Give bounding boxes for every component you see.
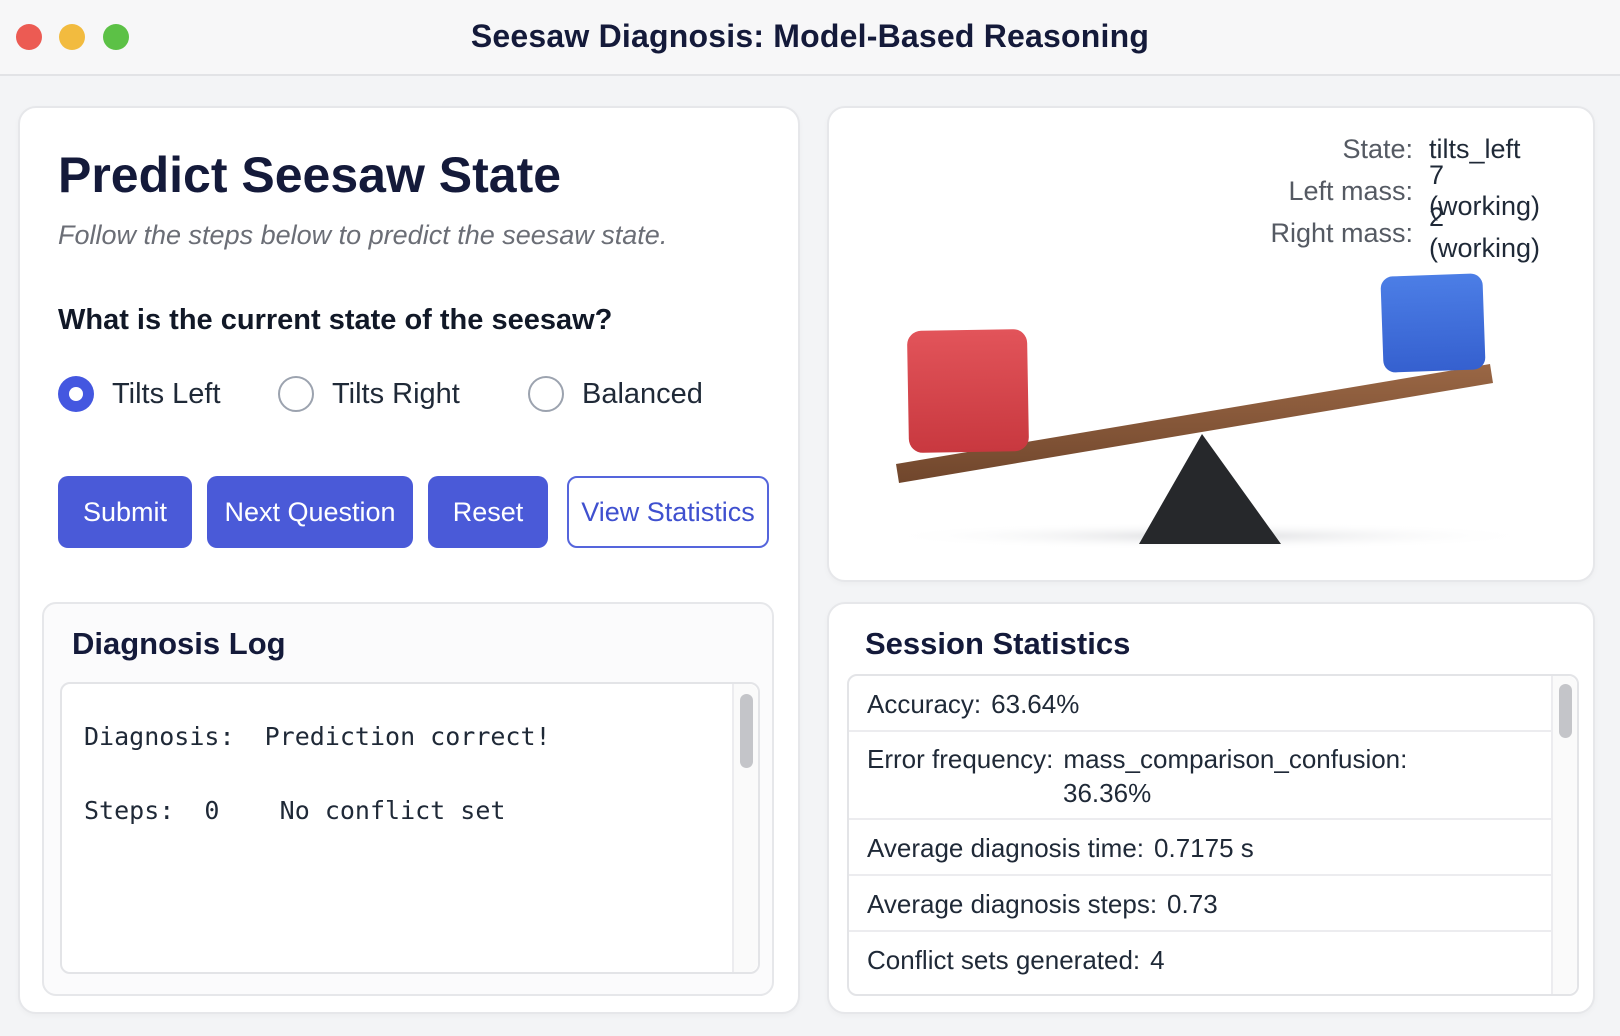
stat-value: 4 [1150, 945, 1165, 975]
radio-tilts-right[interactable]: Tilts Right [278, 376, 460, 412]
radio-tilts-left[interactable]: Tilts Left [58, 376, 221, 412]
stat-label: Average diagnosis steps: [867, 889, 1158, 919]
window-title: Seesaw Diagnosis: Model-Based Reasoning [470, 18, 1150, 54]
stat-label: Average diagnosis time: [867, 833, 1145, 863]
seesaw-illustration [879, 273, 1539, 550]
stat-value-percent: 36.36% [1063, 778, 1152, 808]
question-text: What is the current state of the seesaw? [58, 304, 613, 336]
stat-value: mass_comparison_confusion: [1063, 744, 1408, 774]
stat-label: Error frequency: [867, 744, 1054, 774]
submit-button[interactable]: Submit [58, 476, 192, 548]
session-statistics-card: Session Statistics Accuracy: 63.64% Error… [827, 602, 1595, 1014]
stat-conflict-sets: Conflict sets generated: 4 [849, 932, 1553, 990]
zoom-window-button[interactable] [103, 24, 129, 50]
seesaw-visual-card: State: tilts_left Left mass: 7 (working)… [827, 106, 1595, 582]
radio-label: Tilts Right [332, 377, 460, 410]
log-line-diagnosis: Diagnosis: Prediction correct! [84, 722, 551, 751]
log-scrollbar[interactable] [732, 684, 758, 972]
stats-scrollbar[interactable] [1551, 676, 1577, 994]
page-title: Predict Seesaw State [58, 147, 562, 203]
left-mass-label: Left mass: [1288, 175, 1413, 206]
radio-balanced[interactable]: Balanced [528, 376, 703, 412]
title-bar: Seesaw Diagnosis: Model-Based Reasoning [0, 0, 1620, 76]
right-mass-value: 2 (working) [1429, 202, 1541, 263]
close-window-button[interactable] [16, 24, 42, 50]
stat-value: 0.7175 s [1154, 833, 1254, 863]
radio-circle[interactable] [278, 376, 314, 412]
next-question-button[interactable]: Next Question [207, 476, 413, 548]
minimize-window-button[interactable] [59, 24, 85, 50]
stat-value: 63.64% [991, 689, 1080, 719]
stat-accuracy: Accuracy: 63.64% [849, 676, 1553, 732]
radio-circle-checked[interactable] [58, 376, 94, 412]
state-label: State: [1342, 133, 1413, 164]
stats-scroll-thumb[interactable] [1559, 684, 1572, 738]
left-mass-block [907, 329, 1029, 453]
stat-label: Conflict sets generated: [867, 945, 1141, 975]
page-subtitle: Follow the steps below to predict the se… [58, 220, 668, 250]
right-mass-block [1380, 273, 1486, 373]
statistics-list[interactable]: Accuracy: 63.64% Error frequency: mass_com… [847, 674, 1579, 996]
stat-label: Accuracy: [867, 689, 982, 719]
diagnosis-log-title: Diagnosis Log [72, 626, 286, 661]
state-value: tilts_left [1429, 133, 1521, 164]
fulcrum-icon [1139, 434, 1281, 544]
stat-average-steps: Average diagnosis steps: 0.73 [849, 876, 1553, 932]
radio-label: Balanced [582, 377, 703, 410]
left-mass-value: 7 (working) [1429, 160, 1541, 221]
radio-label: Tilts Left [112, 377, 221, 410]
state-info: State: tilts_left Left mass: 7 (working)… [1270, 128, 1557, 264]
view-statistics-button[interactable]: View Statistics [567, 476, 769, 548]
session-statistics-title: Session Statistics [865, 626, 1131, 661]
stat-error-frequency: Error frequency: mass_comparison_confusio… [849, 732, 1553, 820]
diagnosis-log-panel: Diagnosis Log Diagnosis: Prediction corr… [42, 602, 774, 996]
radio-circle[interactable] [528, 376, 564, 412]
right-mass-label: Right mass: [1270, 217, 1413, 248]
seesaw-beam [896, 364, 1493, 483]
stat-value: 0.73 [1167, 889, 1218, 919]
predict-card: Predict Seesaw State Follow the steps be… [18, 106, 800, 1014]
reset-button[interactable]: Reset [428, 476, 548, 548]
stat-average-time: Average diagnosis time: 0.7175 s [849, 820, 1553, 876]
log-line-steps: Steps: 0 No conflict set [84, 796, 506, 825]
diagnosis-log-output[interactable]: Diagnosis: Prediction correct! Steps: 0 … [60, 682, 760, 974]
log-scroll-thumb[interactable] [740, 694, 753, 768]
